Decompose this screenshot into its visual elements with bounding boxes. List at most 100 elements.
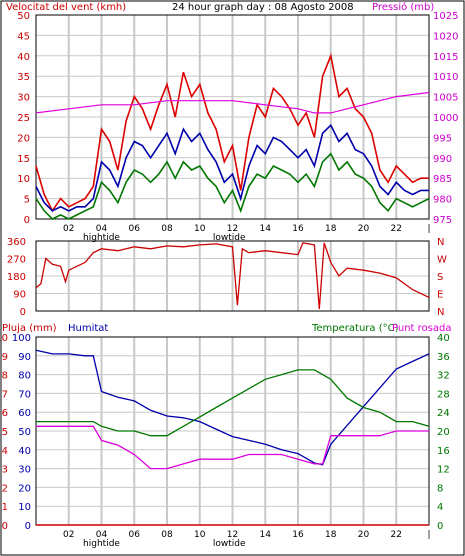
compass-letter: E (437, 290, 443, 301)
rain-y-tick: 4 (2, 446, 8, 457)
rain-y-tick: 1 (2, 502, 8, 513)
temperature-y-tick: 4 (437, 502, 443, 513)
wind-y-tick: 25 (17, 113, 30, 124)
wind-x-tick: 16 (292, 224, 304, 234)
humidity-y-tick: 0 (25, 521, 31, 532)
humtemp-x-tick: 12 (227, 530, 238, 540)
temperature-axis-label: Temperatura (°C) (311, 323, 399, 334)
humtemp-x-tick: 22 (391, 530, 402, 540)
humidity-y-tick: 60 (18, 408, 31, 419)
rain-y-tick: 10 (0, 333, 8, 344)
wind-y-tick: 10 (17, 174, 30, 185)
temperature-y-tick: 40 (437, 333, 450, 344)
temperature-y-tick: 20 (437, 427, 450, 438)
temperature-y-tick: 36 (437, 352, 450, 363)
direction-y-tick: 90 (13, 290, 26, 301)
humidity-y-tick: 80 (18, 371, 31, 382)
direction-y-tick: 360 (7, 237, 26, 248)
wind-x-tick: 04 (96, 224, 108, 234)
direction-y-tick: 180 (7, 272, 26, 283)
wind-x-tick: 22 (391, 224, 402, 234)
humidity-y-tick: 30 (18, 465, 31, 476)
temperature-y-tick: 12 (437, 465, 450, 476)
humidity-y-tick: 40 (18, 446, 31, 457)
rain-y-tick: 0 (2, 521, 8, 532)
compass-letter: W (437, 255, 447, 266)
rain-y-tick: 5 (2, 427, 8, 438)
wind-x-tick: 02 (63, 224, 74, 234)
wind-y-tick: 40 (17, 52, 30, 63)
humidity-temp-panel: 0123456789100102030405060708090100048121… (0, 333, 450, 549)
temperature-y-tick: 28 (437, 389, 450, 400)
temperature-line (36, 369, 430, 437)
temperature-y-tick: 32 (437, 371, 450, 382)
wind-frame (35, 14, 430, 220)
wind-y-tick: 45 (17, 31, 30, 42)
humidity-axis-label: Humitat (68, 323, 108, 334)
humidity-y-tick: 70 (18, 389, 31, 400)
humtemp-x-tick: 14 (260, 530, 272, 540)
humtemp-x-tick: 04 (96, 530, 108, 540)
direction-y-tick: 270 (7, 255, 26, 266)
humtemp-x-tick: | (427, 530, 430, 540)
wind-y-tick: 15 (17, 154, 30, 165)
pressure-y-tick: 985 (433, 174, 452, 185)
wind-y-tick: 50 (17, 11, 30, 22)
pressure-y-tick: 1010 (433, 72, 458, 83)
humidity-y-tick: 50 (18, 427, 31, 438)
rain-axis-label: Pluja (mm) (2, 323, 57, 334)
pressure-axis-label: Pressió (mb) (372, 1, 434, 13)
humtemp-x-tick: 06 (129, 530, 141, 540)
wind-max-line (35, 53, 429, 213)
wind-min-line (35, 152, 430, 220)
humidity-y-tick: 10 (18, 502, 31, 513)
humtemp-x-tick: 20 (358, 530, 370, 540)
wind-y-tick: 5 (24, 195, 30, 206)
wind-x-tick: 20 (358, 224, 370, 234)
humidity-y-tick: 90 (18, 352, 31, 363)
wind-avg-line (35, 123, 429, 212)
humidity-y-tick: 20 (18, 483, 31, 494)
pressure-y-tick: 1025 (433, 11, 458, 22)
compass-letter: N (437, 237, 444, 248)
wind-x-tick: | (427, 224, 430, 234)
rain-y-tick: 3 (2, 465, 8, 476)
pressure-line (35, 91, 430, 114)
humtemp-hightide-label: hightide (83, 539, 120, 549)
humtemp-lowtide-label: lowtide (213, 539, 246, 549)
rain-y-tick: 2 (2, 483, 8, 494)
pressure-y-tick: 1015 (433, 52, 458, 63)
humtemp-x-tick: 16 (292, 530, 304, 540)
wind-x-tick: 14 (260, 224, 272, 234)
compass-letter: S (437, 272, 443, 283)
wind-x-tick: 18 (325, 224, 337, 234)
wind-pressure-panel: 0510152025303540455097598098599099510001… (17, 11, 458, 243)
wind-y-tick: 35 (17, 72, 30, 83)
humidity-y-tick: 100 (12, 333, 31, 344)
humidity-line (35, 349, 430, 466)
wind-y-tick: 20 (17, 133, 30, 144)
temperature-y-tick: 8 (437, 483, 443, 494)
wind-x-tick: 08 (161, 224, 173, 234)
wind-lowtide-label: lowtide (213, 233, 246, 243)
humtemp-x-tick: 18 (325, 530, 337, 540)
pressure-y-tick: 990 (433, 154, 452, 165)
wind-y-tick: 0 (24, 215, 30, 226)
pressure-y-tick: 1005 (433, 93, 458, 104)
temperature-y-tick: 0 (437, 521, 443, 532)
chart-title: 24 hour graph day : 08 Agosto 2008 (172, 2, 354, 13)
dewpoint-line (36, 425, 429, 470)
wind-hightide-label: hightide (83, 233, 120, 243)
pressure-y-tick: 1020 (433, 31, 458, 42)
pressure-y-tick: 1000 (433, 113, 458, 124)
wind-axis-label: Velocitat del vent (kmh) (6, 2, 126, 13)
pressure-y-tick: 980 (433, 195, 452, 206)
wind-y-tick: 30 (17, 93, 30, 104)
wind-x-tick: 12 (227, 224, 238, 234)
rain-y-tick: 6 (2, 408, 8, 419)
humtemp-x-tick: 10 (194, 530, 206, 540)
pressure-y-tick: 975 (433, 215, 452, 226)
